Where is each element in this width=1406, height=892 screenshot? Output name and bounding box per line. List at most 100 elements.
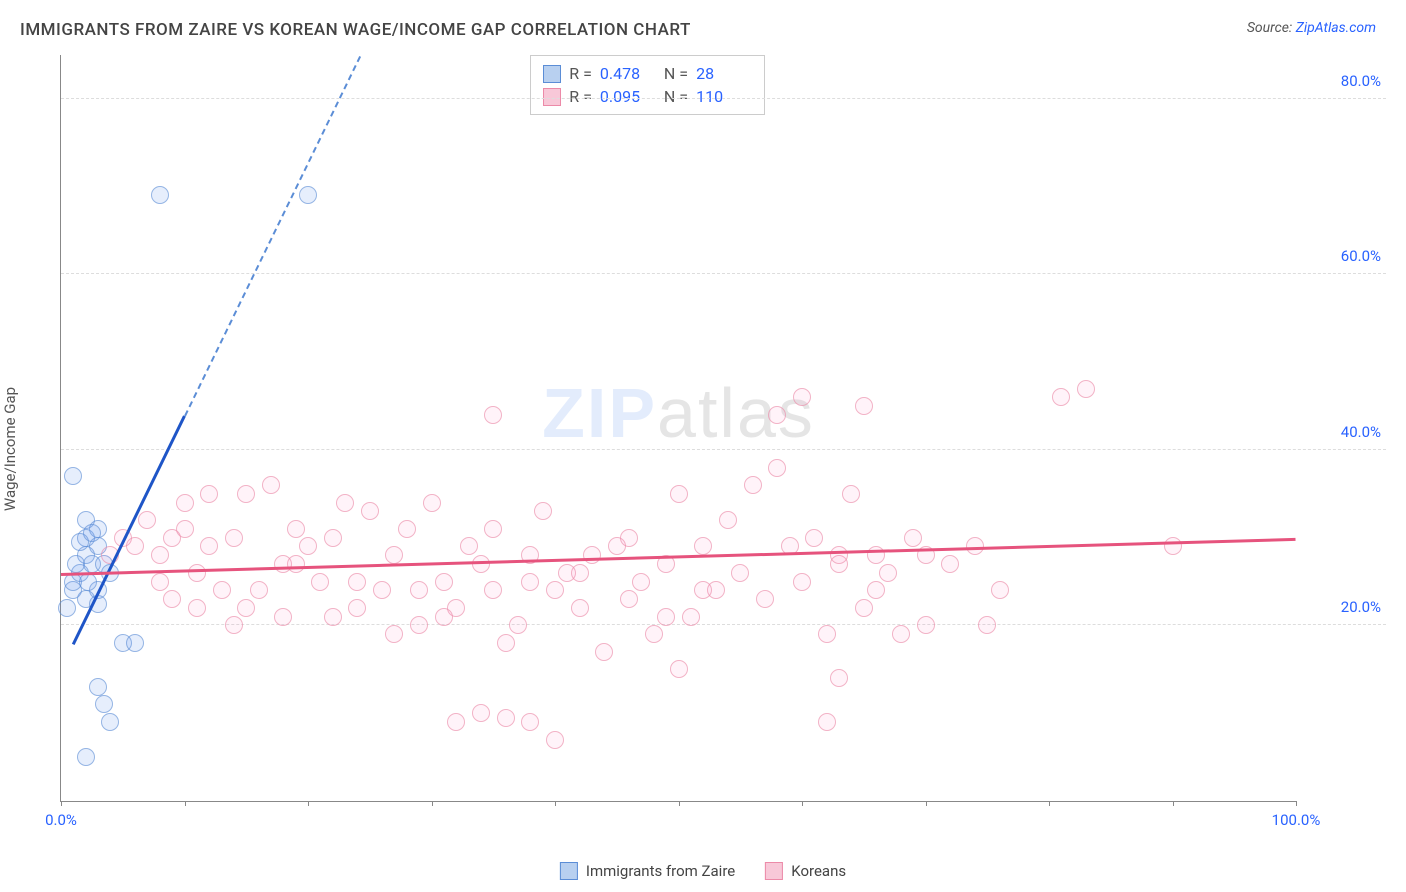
legend-item: Koreans: [765, 862, 846, 880]
data-point: [595, 643, 613, 661]
data-point: [472, 704, 490, 722]
data-point: [460, 537, 478, 555]
data-point: [237, 485, 255, 503]
data-point: [793, 388, 811, 406]
data-point: [176, 520, 194, 538]
data-point: [830, 546, 848, 564]
data-point: [830, 669, 848, 687]
x-minor-tick: [432, 801, 433, 806]
x-minor-tick: [555, 801, 556, 806]
data-point: [497, 709, 515, 727]
data-point: [1052, 388, 1070, 406]
data-point: [842, 485, 860, 503]
data-point: [892, 625, 910, 643]
data-point: [287, 555, 305, 573]
data-point: [225, 616, 243, 634]
data-point: [274, 608, 292, 626]
source-attribution: Source: ZipAtlas.com: [1247, 20, 1376, 36]
data-point: [58, 599, 76, 617]
x-minor-tick: [61, 801, 62, 806]
data-point: [620, 590, 638, 608]
data-point: [484, 406, 502, 424]
data-point: [682, 608, 700, 626]
data-point: [768, 459, 786, 477]
data-point: [311, 573, 329, 591]
data-point: [719, 511, 737, 529]
source-link[interactable]: ZipAtlas.com: [1296, 20, 1376, 36]
x-minor-tick: [679, 801, 680, 806]
data-point: [176, 494, 194, 512]
legend-label: Immigrants from Zaire: [586, 862, 735, 880]
data-point: [694, 581, 712, 599]
data-point: [151, 546, 169, 564]
data-point: [64, 467, 82, 485]
x-tick-label: 0.0%: [45, 811, 77, 829]
chart-container: Wage/Income Gap ZIPatlas R =0.478N =28R …: [20, 55, 1386, 842]
trend-line-extrapolated: [184, 56, 361, 417]
y-tick-label: 60.0%: [1341, 247, 1381, 265]
data-point: [768, 406, 786, 424]
data-point: [435, 608, 453, 626]
trend-line: [61, 538, 1296, 576]
stat-n-value: 28: [696, 64, 752, 83]
data-point: [324, 608, 342, 626]
data-point: [509, 616, 527, 634]
series-legend: Immigrants from Zaire Koreans: [560, 862, 846, 880]
stat-r-label: R =: [569, 64, 592, 83]
data-point: [324, 529, 342, 547]
data-point: [818, 713, 836, 731]
x-minor-tick: [308, 801, 309, 806]
x-minor-tick: [1173, 801, 1174, 806]
data-point: [484, 520, 502, 538]
x-minor-tick: [185, 801, 186, 806]
stat-r-value: 0.478: [600, 64, 656, 83]
legend-swatch: [543, 65, 561, 83]
stat-r-value: 0.095: [600, 87, 656, 106]
data-point: [385, 546, 403, 564]
stats-row: R =0.095N =110: [543, 85, 752, 108]
data-point: [620, 529, 638, 547]
data-point: [632, 573, 650, 591]
gridline: [61, 98, 1386, 99]
plot-area: ZIPatlas R =0.478N =28R =0.095N =110 20.…: [60, 55, 1296, 802]
y-axis-label: Wage/Income Gap: [1, 386, 19, 510]
legend-label: Koreans: [791, 862, 846, 880]
data-point: [991, 581, 1009, 599]
data-point: [79, 573, 97, 591]
data-point: [163, 590, 181, 608]
data-point: [361, 502, 379, 520]
data-point: [1164, 537, 1182, 555]
gridline: [61, 273, 1386, 274]
legend-item: Immigrants from Zaire: [560, 862, 735, 880]
data-point: [879, 564, 897, 582]
data-point: [188, 564, 206, 582]
data-point: [410, 616, 428, 634]
data-point: [262, 476, 280, 494]
data-point: [805, 529, 823, 547]
stat-n-label: N =: [664, 64, 688, 83]
stat-n-value: 110: [696, 87, 752, 106]
data-point: [225, 529, 243, 547]
data-point: [521, 713, 539, 731]
data-point: [546, 731, 564, 749]
data-point: [571, 564, 589, 582]
stats-row: R = 0.478 N = 28: [543, 62, 752, 85]
stat-r-label: R =: [569, 87, 592, 106]
data-point: [867, 581, 885, 599]
gridline: [61, 449, 1386, 450]
data-point: [83, 524, 101, 542]
data-point: [126, 537, 144, 555]
y-tick-label: 40.0%: [1341, 423, 1381, 441]
data-point: [546, 581, 564, 599]
data-point: [188, 599, 206, 617]
data-point: [904, 529, 922, 547]
chart-title: IMMIGRANTS FROM ZAIRE VS KOREAN WAGE/INC…: [20, 20, 691, 40]
data-point: [287, 520, 305, 538]
data-point: [855, 599, 873, 617]
data-point: [67, 555, 85, 573]
data-point: [336, 494, 354, 512]
y-tick-label: 20.0%: [1341, 598, 1381, 616]
data-point: [645, 625, 663, 643]
data-point: [213, 581, 231, 599]
data-point: [484, 581, 502, 599]
